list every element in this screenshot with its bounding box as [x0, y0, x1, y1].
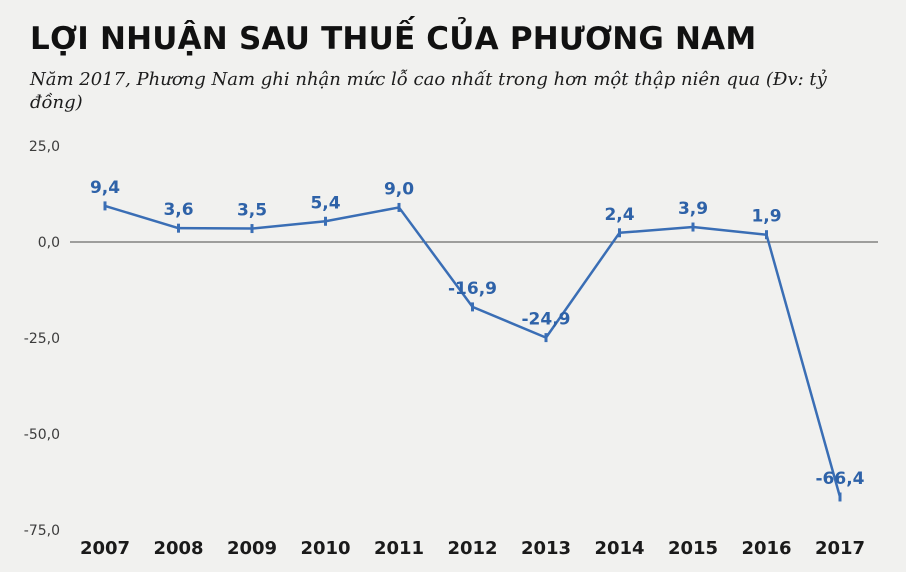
profit-line-chart: 25,0 0,0 -25,0 -50,0 -75,0 9,4 3,6 3,5 5,4 9,0 -16… — [24, 139, 878, 559]
chart-title: LỢI NHUẬN SAU THUẾ CỦA PHƯƠNG NAM — [30, 21, 757, 57]
x-axis-label: 2011 — [374, 538, 424, 559]
x-axis-label: 2016 — [741, 538, 791, 559]
y-axis-label: -25,0 — [24, 331, 60, 347]
data-label: 3,9 — [678, 199, 708, 219]
x-axis-label: 2012 — [447, 538, 497, 559]
data-label: 2,4 — [604, 205, 634, 225]
data-label: -16,9 — [448, 279, 497, 299]
x-axis-label: 2009 — [227, 538, 277, 559]
data-label: -24,9 — [522, 310, 571, 330]
data-label: 3,6 — [163, 201, 193, 221]
data-label: 3,5 — [237, 201, 267, 221]
x-axis-label: 2007 — [80, 538, 130, 559]
data-label: 9,0 — [384, 180, 414, 200]
y-axis-label: 25,0 — [29, 139, 60, 155]
x-axis-label: 2010 — [300, 538, 350, 559]
y-axis-label: -75,0 — [24, 523, 60, 539]
y-axis-label: -50,0 — [24, 427, 60, 443]
data-label: 5,4 — [310, 194, 340, 214]
x-axis-label: 2015 — [668, 538, 718, 559]
data-label: 1,9 — [751, 207, 781, 227]
x-axis-label: 2017 — [815, 538, 865, 559]
x-axis-label: 2014 — [594, 538, 644, 559]
data-label: 9,4 — [90, 178, 120, 198]
x-axis-label: 2008 — [153, 538, 203, 559]
x-axis-label: 2013 — [521, 538, 571, 559]
data-label: -66,4 — [816, 469, 865, 489]
chart-subtitle: Năm 2017, Phương Nam ghi nhận mức lỗ cao… — [30, 68, 827, 114]
chart-line — [103, 205, 842, 499]
y-axis-label: 0,0 — [38, 235, 60, 251]
